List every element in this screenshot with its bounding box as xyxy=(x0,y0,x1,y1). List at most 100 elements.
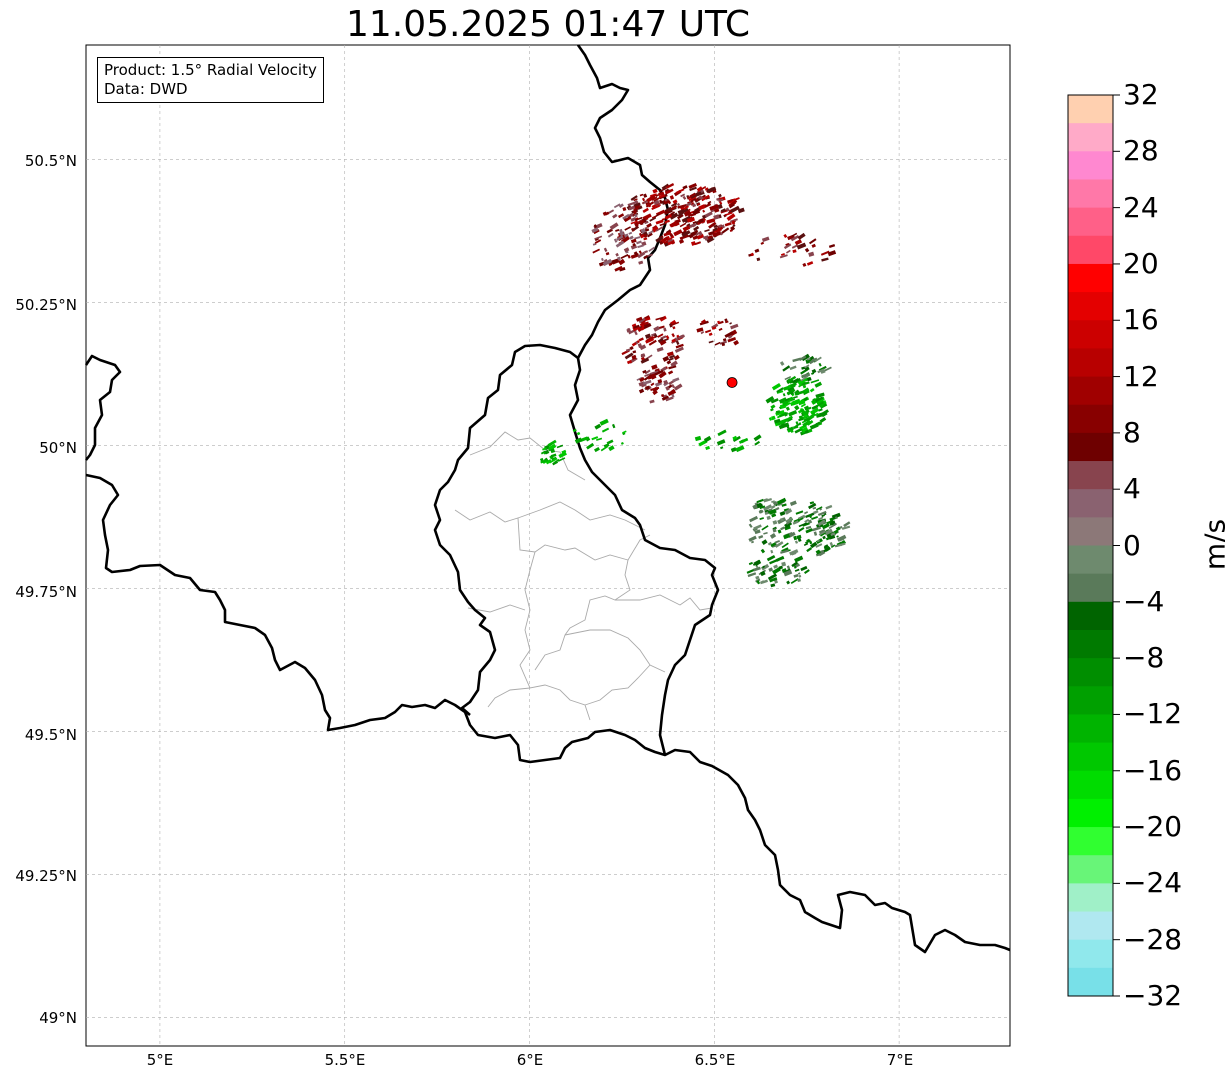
echo-pixel xyxy=(729,203,736,209)
echo-pixel xyxy=(659,339,667,346)
echo-pixel xyxy=(704,229,710,233)
echo-pixel xyxy=(773,418,781,424)
map-title: 11.05.2025 01:47 UTC xyxy=(345,4,751,45)
echo-pixel xyxy=(649,370,659,375)
colorbar-tick-label: 20 xyxy=(1123,246,1159,280)
echo-pixel xyxy=(644,250,648,254)
echo-pixel xyxy=(652,386,659,393)
echo-pixel xyxy=(624,352,634,360)
echo-pixel xyxy=(831,520,836,525)
echo-pixel xyxy=(682,185,688,190)
echo-pixel xyxy=(658,193,666,199)
echo-pixel xyxy=(772,528,777,533)
lat-tick-50: 50°N xyxy=(39,439,77,457)
echo-pixel xyxy=(613,238,618,243)
echo-pixel xyxy=(751,540,754,544)
echo-pixel xyxy=(701,194,710,202)
echo-pixel xyxy=(803,387,810,394)
echo-pixel xyxy=(654,369,664,376)
echo-pixel xyxy=(793,574,799,578)
echo-pixel xyxy=(718,201,723,205)
echo-pixel xyxy=(665,201,669,204)
echo-pixel xyxy=(763,504,773,511)
echo-pixel xyxy=(784,508,793,515)
echo-pixel xyxy=(576,431,581,436)
echo-pixel xyxy=(718,198,724,203)
echo-pixel xyxy=(822,546,831,553)
echo-pixel xyxy=(638,388,645,394)
echo-pixel xyxy=(783,243,792,250)
echo-pixel xyxy=(778,565,783,570)
echo-pixel xyxy=(622,213,630,220)
echo-pixel xyxy=(644,217,649,221)
echo-pixel xyxy=(669,354,675,359)
echo-pixel xyxy=(644,373,650,377)
echo-pixel xyxy=(769,577,778,583)
echo-pixel xyxy=(812,412,816,417)
echo-pixel xyxy=(633,251,639,256)
echo-pixel xyxy=(779,412,789,418)
echo-pixel xyxy=(656,346,664,353)
echo-pixel xyxy=(764,511,769,515)
echo-pixel xyxy=(805,525,812,530)
echo-pixel xyxy=(753,566,761,572)
echo-pixel xyxy=(653,197,661,202)
echo-pixel xyxy=(732,435,738,441)
echo-pixel xyxy=(655,236,664,243)
echo-pixel xyxy=(669,212,679,220)
colorbar-tick-label: 0 xyxy=(1123,528,1141,562)
echo-pixel xyxy=(673,354,680,361)
echo-pixel xyxy=(773,564,778,569)
echo-pixel xyxy=(811,243,816,248)
echo-pixel xyxy=(760,548,766,554)
echo-pixel xyxy=(797,572,801,575)
echo-pixel xyxy=(646,223,651,228)
echo-pixel xyxy=(720,446,724,450)
echo-pixel xyxy=(809,541,818,549)
echo-pixel xyxy=(718,193,722,198)
echo-pixel xyxy=(648,246,656,252)
echo-pixel xyxy=(799,355,807,361)
echo-pixel xyxy=(679,234,689,240)
echo-pixel xyxy=(807,519,813,524)
echo-pixel xyxy=(733,339,740,346)
lat-tick-49-75: 49.75°N xyxy=(15,583,77,601)
echo-pixel xyxy=(809,501,815,505)
echo-pixel xyxy=(673,229,683,237)
echo-pixel xyxy=(657,378,663,384)
echo-pixel xyxy=(651,364,658,370)
echo-pixel xyxy=(804,366,810,372)
echo-pixel xyxy=(651,226,659,233)
echo-pixel xyxy=(820,250,830,256)
echo-pixel xyxy=(756,498,764,504)
echo-pixel xyxy=(810,379,820,384)
colorbar-tick-label: −4 xyxy=(1123,584,1165,618)
echo-pixel xyxy=(818,516,824,521)
echo-pixel xyxy=(798,415,804,420)
echo-pixel xyxy=(748,523,753,528)
echo-pixel xyxy=(796,242,807,250)
echo-pixel xyxy=(690,229,699,237)
echo-pixel xyxy=(661,395,670,401)
echo-pixel xyxy=(606,228,613,234)
echo-pixel xyxy=(776,387,784,393)
echo-pixel xyxy=(778,397,788,404)
echo-pixel xyxy=(794,405,800,411)
echo-pixel xyxy=(636,240,642,245)
echo-pixel xyxy=(670,204,678,211)
lon-tick-6-5: 6.5°E xyxy=(694,1051,736,1069)
echo-pixel xyxy=(647,374,654,380)
echo-pixel xyxy=(652,389,658,396)
echo-pixel xyxy=(780,526,786,531)
echo-pixel xyxy=(798,522,807,528)
echo-pixel xyxy=(809,387,815,393)
echo-pixel xyxy=(687,196,691,199)
echo-pixel xyxy=(553,458,560,464)
echo-pixel xyxy=(788,409,798,417)
echo-pixel xyxy=(726,213,736,221)
echo-pixel xyxy=(714,341,721,346)
echo-pixel xyxy=(786,520,793,525)
echo-pixel xyxy=(672,199,678,204)
echo-pixel xyxy=(789,500,797,506)
echo-pixel xyxy=(836,534,847,542)
